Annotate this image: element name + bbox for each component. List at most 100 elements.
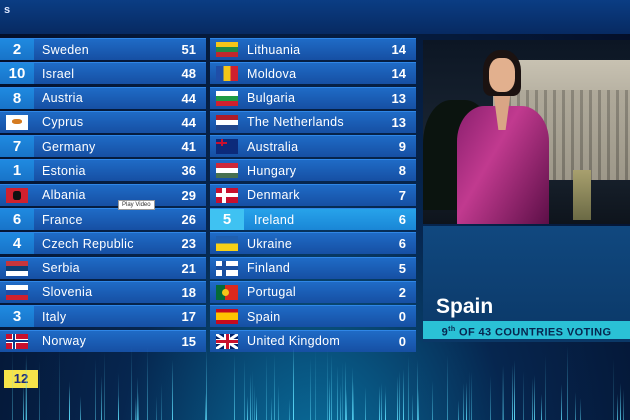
scoreboard-row: Slovenia 18 [0, 281, 206, 303]
scoreboard-row: Albania 29 [0, 184, 206, 206]
scoreboard-row: 5 Ireland 6 [210, 208, 416, 230]
scoreboard-right-column: Lithuania 14 Moldova 14 Bulgaria 13 The Nether… [210, 38, 416, 354]
awarded-points-badge [0, 258, 34, 279]
awarded-points-badge: 4 [0, 233, 34, 254]
country-name: Serbia [34, 261, 152, 275]
scoreboard-row: 10 Israel 48 [0, 62, 206, 84]
spokesperson [435, 50, 555, 224]
lithuania-flag-icon [216, 42, 238, 57]
country-total-points: 2 [366, 285, 416, 300]
scoreboard-row: Ukraine 6 [210, 232, 416, 254]
play-video-tooltip: Play Video [118, 200, 155, 210]
scoreboard-row: Portugal 2 [210, 281, 416, 303]
country-total-points: 7 [366, 188, 416, 203]
scoreboard-row: Finland 5 [210, 257, 416, 279]
country-name: Czech Republic [34, 237, 152, 251]
country-total-points: 23 [152, 236, 206, 251]
ukraine-flag-icon [216, 236, 238, 251]
country-total-points: 36 [152, 163, 206, 178]
awarded-points-badge [0, 282, 34, 303]
awarded-points-badge: 3 [0, 306, 34, 327]
country-name: Austria [34, 91, 152, 105]
country-name: Estonia [34, 164, 152, 178]
country-name: Cyprus [34, 115, 152, 129]
country-total-points: 13 [366, 115, 416, 130]
voting-country-name: Spain [436, 295, 493, 319]
country-name: Spain [245, 310, 366, 324]
country-name: Australia [245, 140, 366, 154]
scoreboard-row: Australia 9 [210, 135, 416, 157]
scoreboard-row: Lithuania 14 [210, 38, 416, 60]
portugal-flag-icon [216, 285, 238, 300]
country-name: Finland [245, 261, 366, 275]
country-name: Ireland [244, 213, 366, 227]
awarded-points-badge: 8 [0, 88, 34, 109]
country-total-points: 51 [152, 42, 206, 57]
country-total-points: 5 [366, 261, 416, 276]
country-total-points: 6 [366, 212, 416, 227]
country-total-points: 13 [366, 91, 416, 106]
voting-order-suffix: th [448, 326, 455, 333]
hungary-flag-icon [216, 163, 238, 178]
country-name: Sweden [34, 43, 152, 57]
awarded-points-badge: 6 [0, 209, 34, 230]
country-name: Moldova [245, 67, 366, 81]
country-total-points: 21 [152, 261, 206, 276]
country-total-points: 17 [152, 309, 206, 324]
awarded-points-badge: 7 [0, 136, 34, 157]
voting-order-text: OF 43 COUNTRIES VOTING [456, 327, 612, 339]
country-total-points: 14 [366, 66, 416, 81]
country-total-points: 29 [152, 188, 206, 203]
scoreboard-row: Moldova 14 [210, 62, 416, 84]
stage-lights-decoration [0, 345, 630, 420]
country-total-points: 14 [366, 42, 416, 57]
awarded-points-badge: 10 [0, 63, 34, 84]
country-name: Italy [34, 310, 152, 324]
country-total-points: 0 [366, 309, 416, 324]
moldova-flag-icon [216, 66, 238, 81]
awarded-points-badge [0, 112, 34, 133]
scoreboard-left-column: 2 Sweden 51 10 Israel 48 8 Austria 44 Cyprus 44 7 Ge… [0, 38, 206, 354]
country-name: Slovenia [34, 285, 152, 299]
albania-flag-icon [6, 188, 28, 203]
country-name: Portugal [245, 285, 366, 299]
statue [573, 170, 591, 220]
scoreboard-row: Spain 0 [210, 305, 416, 327]
scoreboard-row: 6 France 26 [0, 208, 206, 230]
country-total-points: 44 [152, 91, 206, 106]
scoreboard-row: Denmark 7 [210, 184, 416, 206]
scoreboard-row: Bulgaria 13 [210, 87, 416, 109]
cyprus-flag-icon [6, 115, 28, 130]
country-total-points: 41 [152, 139, 206, 154]
awarded-points-badge: 5 [210, 209, 244, 230]
scoreboard-row: 1 Estonia 36 [0, 159, 206, 181]
spokesperson-video[interactable] [423, 40, 630, 224]
country-name: Israel [34, 67, 152, 81]
country-total-points: 44 [152, 115, 206, 130]
country-total-points: 6 [366, 236, 416, 251]
scoreboard-header: s [0, 0, 630, 34]
country-total-points: 8 [366, 163, 416, 178]
scoreboard-row: 3 Italy 17 [0, 305, 206, 327]
serbia-flag-icon [6, 261, 28, 276]
country-name: Hungary [245, 164, 366, 178]
country-total-points: 9 [366, 139, 416, 154]
finland-flag-icon [216, 261, 238, 276]
scoreboard-row: 2 Sweden 51 [0, 38, 206, 60]
scoreboard-row: 7 Germany 41 [0, 135, 206, 157]
awarded-points-badge: 1 [0, 160, 34, 181]
scoreboard-row: 8 Austria 44 [0, 87, 206, 109]
netherlands-flag-icon [216, 115, 238, 130]
voting-order-bar: 9th OF 43 COUNTRIES VOTING [423, 321, 630, 339]
country-total-points: 18 [152, 285, 206, 300]
country-name: France [34, 213, 152, 227]
scoreboard-row: Cyprus 44 [0, 111, 206, 133]
country-total-points: 48 [152, 66, 206, 81]
awarded-points-badge [0, 185, 34, 206]
scoreboard-row: The Netherlands 13 [210, 111, 416, 133]
australia-flag-icon [216, 139, 238, 154]
country-name: Ukraine [245, 237, 366, 251]
country-name: Bulgaria [245, 91, 366, 105]
scoreboard-row: Serbia 21 [0, 257, 206, 279]
country-total-points: 26 [152, 212, 206, 227]
